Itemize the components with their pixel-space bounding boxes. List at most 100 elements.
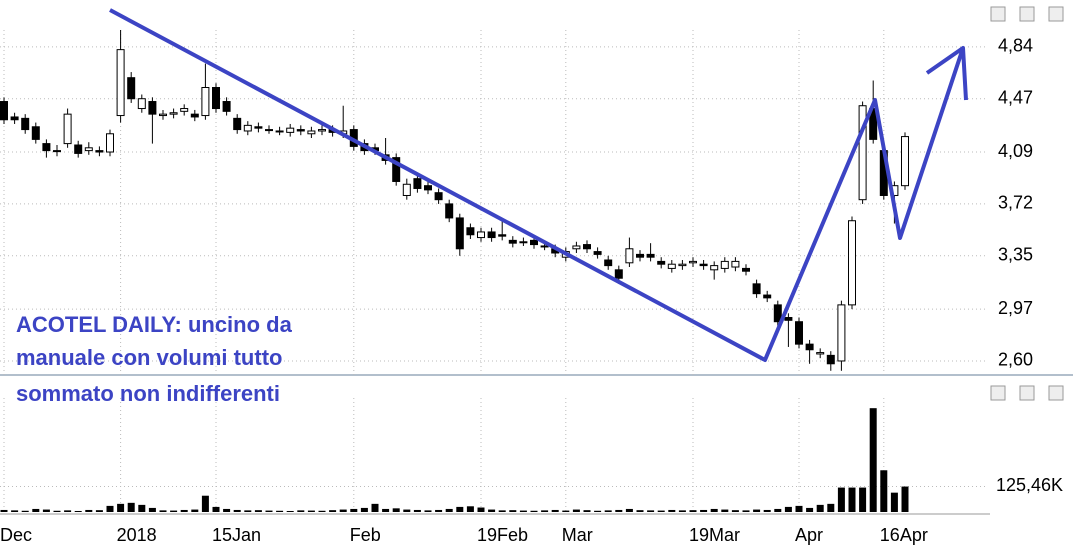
x-tick-label: 2018 <box>117 525 157 545</box>
volume-bar <box>721 509 729 512</box>
annotation: manuale con volumi tutto <box>16 345 282 370</box>
candle-body <box>498 234 507 237</box>
candle-body <box>222 101 231 112</box>
candle-body <box>0 101 8 121</box>
candle-body <box>201 87 210 117</box>
volume-bar <box>731 510 739 512</box>
y-tick-label: 4,84 <box>998 36 1033 56</box>
close-button[interactable] <box>1048 385 1064 401</box>
candle-body <box>614 269 623 279</box>
candle-body <box>572 245 581 250</box>
candle-body <box>169 112 178 115</box>
annotation: sommato non indifferenti <box>16 381 280 406</box>
volume-bar <box>498 510 506 512</box>
candle-body <box>31 126 40 140</box>
candle-body <box>742 267 750 272</box>
volume-bar <box>392 508 400 512</box>
minimize-button[interactable] <box>990 385 1006 401</box>
candle-body <box>604 259 613 267</box>
volume-bar <box>382 508 390 512</box>
volume-bar <box>307 510 315 512</box>
volume-bar <box>53 510 61 512</box>
volume-bar <box>106 505 114 512</box>
volume-bar <box>0 509 8 512</box>
minimize-button[interactable] <box>990 6 1006 22</box>
volume-bar <box>11 510 19 512</box>
volume-bar <box>859 487 867 512</box>
volume-bar <box>276 510 284 512</box>
candle-body <box>519 241 528 244</box>
candle-body <box>296 129 305 132</box>
volume-bar <box>445 508 453 512</box>
candle-body <box>848 220 856 306</box>
volume-bar <box>201 495 209 512</box>
volume-bar <box>339 509 347 512</box>
candle-body <box>710 265 719 271</box>
candle-body <box>265 129 273 132</box>
volume-bar <box>806 507 814 512</box>
candle-body <box>667 263 676 269</box>
volume-bar <box>371 503 379 512</box>
volume-bar <box>742 510 750 512</box>
close-button[interactable] <box>1048 6 1064 22</box>
candle-body <box>816 352 825 355</box>
x-tick-label: Apr <box>795 525 823 545</box>
volume-bar <box>594 510 602 512</box>
window-buttons[interactable] <box>990 6 1064 401</box>
candle-body <box>137 98 146 110</box>
candle-body <box>636 253 644 258</box>
candle-body <box>593 251 602 255</box>
volume-bar <box>286 510 294 512</box>
candle-body <box>699 263 708 267</box>
candle-body <box>286 127 295 133</box>
x-tick-label: Feb <box>350 525 381 545</box>
candle-body <box>530 239 538 246</box>
maximize-button[interactable] <box>1019 6 1035 22</box>
volume-bar <box>318 510 326 512</box>
candle-body <box>127 77 136 100</box>
candle-body <box>901 136 909 187</box>
candle-body <box>243 124 252 132</box>
candle-body <box>689 260 697 264</box>
volume-bar <box>700 509 708 512</box>
candle-body <box>752 283 761 295</box>
candle-body <box>95 150 104 153</box>
volume-bar <box>117 503 125 512</box>
volume-bar <box>350 508 358 512</box>
candle-body <box>540 245 549 248</box>
candle-body <box>508 239 517 244</box>
candle-body <box>307 130 316 135</box>
volume-bar <box>636 510 644 512</box>
volume-bar <box>265 510 273 512</box>
volume-bar <box>413 509 421 512</box>
volume-bar <box>572 509 580 512</box>
volume-bar <box>583 510 591 512</box>
candle-body <box>413 178 422 189</box>
volume-bar <box>795 505 803 512</box>
volume-bar <box>424 510 432 512</box>
volume-bar <box>466 506 474 512</box>
candle-body <box>795 321 803 345</box>
candle-body <box>21 117 30 131</box>
volume-bar <box>763 509 771 512</box>
candle-body <box>466 227 475 236</box>
candle-body <box>53 150 61 153</box>
maximize-button[interactable] <box>1019 385 1035 401</box>
candle-body <box>402 183 411 196</box>
volume-bar <box>95 510 103 512</box>
trend-line <box>109 8 965 362</box>
candle-body <box>318 129 326 132</box>
volume-bar <box>212 506 220 512</box>
y-tick-label: 4,47 <box>998 87 1033 107</box>
candle-body <box>275 130 284 133</box>
candle-body <box>784 317 793 321</box>
x-tick-label: 15Jan <box>212 525 261 545</box>
volume-bar <box>647 510 655 512</box>
x-tick-label: 19Mar <box>689 525 740 545</box>
volume-bar <box>180 509 188 512</box>
volume-bar <box>477 507 485 512</box>
y-tick-label: 3,72 <box>998 193 1033 213</box>
volume-bar <box>159 510 167 512</box>
volume-bar <box>170 510 178 512</box>
